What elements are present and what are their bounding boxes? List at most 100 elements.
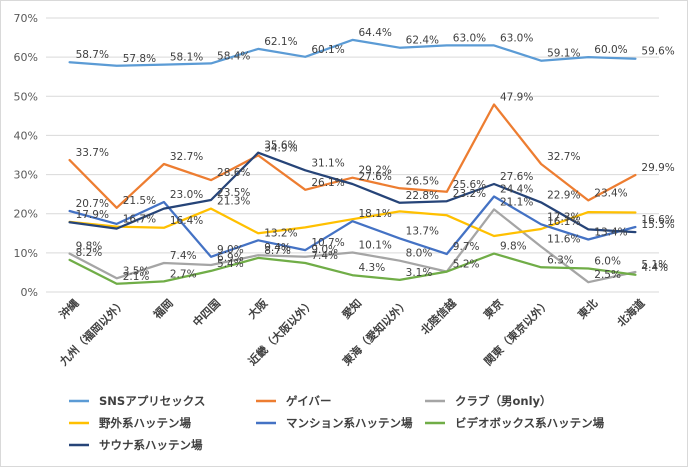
x-tick-label: 中四国 xyxy=(190,296,223,329)
data-label: 20.7% xyxy=(76,198,109,210)
data-label: 17.3% xyxy=(547,211,580,223)
data-label: 23.5% xyxy=(217,187,250,199)
data-label: 26.1% xyxy=(311,177,344,189)
data-label: 3.1% xyxy=(406,267,433,279)
data-label: 21.5% xyxy=(123,195,156,207)
data-label: 17.9% xyxy=(76,209,109,221)
data-label: 58.1% xyxy=(170,52,203,64)
data-label: 32.7% xyxy=(547,151,580,163)
data-label: 26.5% xyxy=(406,175,439,187)
data-label: 9.7% xyxy=(453,241,480,253)
data-label: 29.2% xyxy=(359,165,392,177)
data-label: 60.0% xyxy=(594,44,627,56)
data-label: 9.4% xyxy=(264,242,291,254)
series-line xyxy=(68,208,637,284)
legend-entry: ビデオボックス系ハッテン場 xyxy=(455,416,605,430)
data-label: 59.1% xyxy=(547,48,580,60)
y-tick-label: 20% xyxy=(14,208,38,221)
data-label: 9.8% xyxy=(76,241,103,253)
series-line xyxy=(68,252,637,285)
data-label: 8.0% xyxy=(406,248,433,260)
series-lines xyxy=(68,38,637,285)
y-tick-label: 10% xyxy=(14,247,38,260)
data-label: 6.0% xyxy=(594,256,621,268)
legend-entry: マンション系ハッテン場 xyxy=(286,416,413,430)
data-label: 6.3% xyxy=(547,254,574,266)
data-label: 5.1% xyxy=(641,259,668,271)
data-label: 22.8% xyxy=(406,190,439,202)
data-label: 35.6% xyxy=(264,140,297,152)
legend-entry: サウナ系ハッテン場 xyxy=(99,438,203,452)
data-label: 11.6% xyxy=(547,234,580,246)
x-tick-label: 東北 xyxy=(575,296,600,321)
data-label: 15.3% xyxy=(641,219,674,231)
legend-entry: 野外系ハッテン場 xyxy=(99,416,191,430)
legend-entry: ゲイバー xyxy=(286,394,332,408)
y-tick-label: 40% xyxy=(14,129,38,142)
data-label: 7.4% xyxy=(311,250,338,262)
y-tick-label: 60% xyxy=(14,51,38,64)
series-line xyxy=(68,151,637,234)
data-label: 16.4% xyxy=(170,215,203,227)
data-label: 16.6% xyxy=(641,214,674,226)
data-label: 4.3% xyxy=(359,262,386,274)
data-label: 64.4% xyxy=(359,27,392,39)
data-label: 2.5% xyxy=(594,269,621,281)
data-label: 58.4% xyxy=(217,50,250,62)
data-label: 57.8% xyxy=(123,53,156,65)
data-label: 2.7% xyxy=(170,268,197,280)
data-label: 33.7% xyxy=(76,147,109,159)
x-tick-label: 沖縄 xyxy=(56,296,81,321)
data-label: 10.7% xyxy=(311,237,344,249)
data-label: 28.6% xyxy=(217,167,250,179)
data-label: 13.7% xyxy=(406,225,439,237)
x-tick-label: 愛知 xyxy=(339,296,364,321)
data-label: 62.4% xyxy=(406,35,439,47)
legend-entry: SNSアプリセックス xyxy=(99,394,205,408)
data-label: 9.0% xyxy=(217,244,244,256)
data-label: 31.1% xyxy=(311,157,344,169)
data-label: 7.4% xyxy=(170,250,197,262)
data-label: 9.8% xyxy=(500,241,527,253)
series-line xyxy=(68,207,637,238)
data-label: 21.1% xyxy=(500,196,533,208)
data-label: 13.4% xyxy=(594,227,627,239)
data-label: 4.4% xyxy=(641,262,668,274)
data-label: 6.9% xyxy=(217,252,244,264)
x-tick-label: 大阪 xyxy=(245,295,271,321)
data-label: 59.6% xyxy=(641,46,674,58)
y-tick-label: 50% xyxy=(14,90,38,103)
data-labels: 58.7% 57.8% 58.1% 58.4% 62.1% 60.1% 64.4% 62.4%… xyxy=(76,27,675,283)
data-label: 63.0% xyxy=(453,32,486,44)
data-label: 62.1% xyxy=(264,36,297,48)
series-line xyxy=(68,195,637,258)
data-label: 18.1% xyxy=(359,208,392,220)
data-label: 32.7% xyxy=(170,151,203,163)
data-label: 23.4% xyxy=(594,187,627,199)
x-tick-label: 福岡 xyxy=(150,296,176,322)
data-label: 9.0% xyxy=(311,244,338,256)
x-tick-label: 北海道 xyxy=(614,296,647,329)
y-axis: 0% 10% 20% 30% 40% 50% 60% 70% xyxy=(14,12,38,299)
data-label: 8.7% xyxy=(264,245,291,257)
series-line xyxy=(68,38,637,67)
data-label: 8.2% xyxy=(76,247,103,259)
data-label: 23.2% xyxy=(453,188,486,200)
data-label: 58.7% xyxy=(76,49,109,61)
data-label: 5.2% xyxy=(453,259,480,271)
data-label: 47.9% xyxy=(500,92,533,104)
data-label: 27.6% xyxy=(500,171,533,183)
data-label: 13.2% xyxy=(264,227,297,239)
x-axis: 沖縄九州（福岡以外） 福岡 中四国 大阪近畿（大阪以外） 愛知東海（愛知以外） 北陸信越東… xyxy=(56,295,648,369)
x-tick-label: 東京 xyxy=(480,296,505,321)
data-label: 24.4% xyxy=(500,183,533,195)
series-line xyxy=(68,103,637,209)
data-label: 10.1% xyxy=(359,239,392,251)
data-label: 27.6% xyxy=(359,171,392,183)
y-tick-label: 70% xyxy=(14,12,38,25)
legend-entry: クラブ（男only） xyxy=(455,394,552,408)
data-label: 29.9% xyxy=(641,162,674,174)
y-tick-label: 0% xyxy=(21,286,38,299)
y-tick-label: 30% xyxy=(14,169,38,182)
